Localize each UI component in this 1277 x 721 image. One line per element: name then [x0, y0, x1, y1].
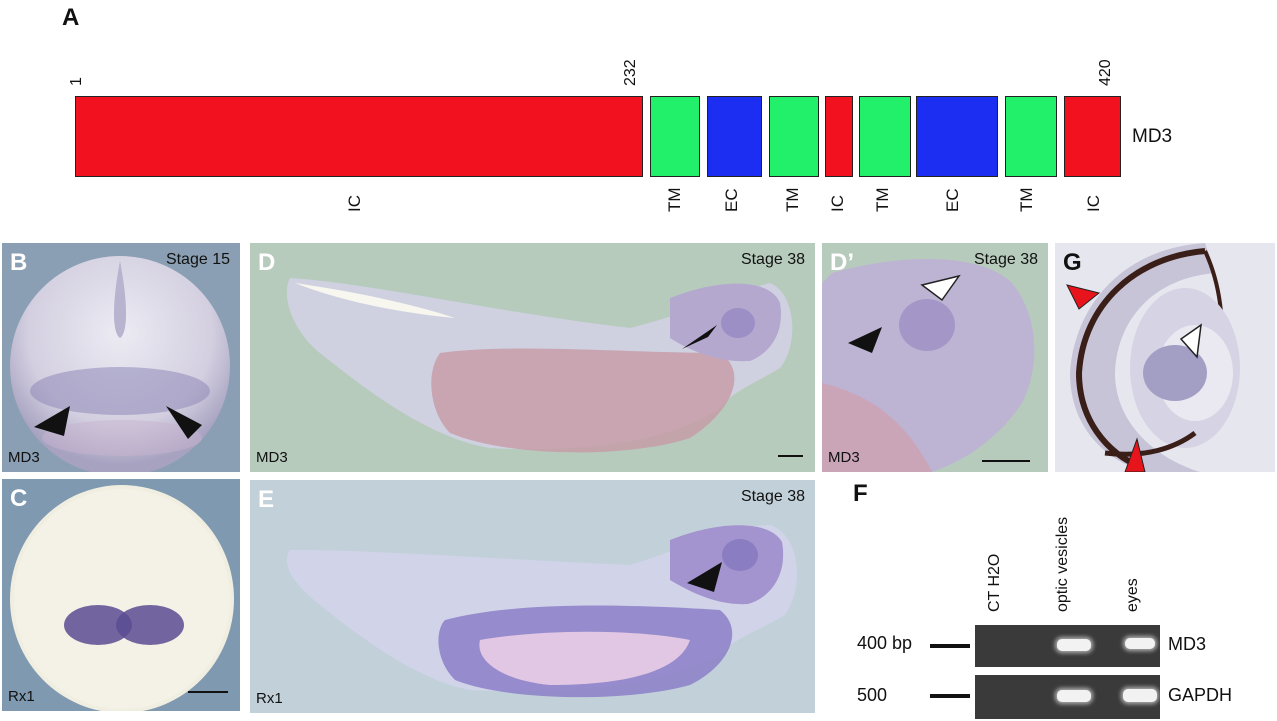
- panel-label-f: F: [853, 480, 868, 507]
- position-end: 420: [1097, 59, 1114, 86]
- gene-label-gapdh: GAPDH: [1168, 685, 1233, 705]
- arrowhead-red-top: [1066, 284, 1101, 310]
- band-gapdh-eyes: [1123, 689, 1157, 702]
- panel-label-dp: D’: [830, 249, 854, 276]
- arrowhead-left: [34, 406, 70, 436]
- marker-line-400bp: [930, 644, 970, 648]
- scale-bar-c: [188, 691, 228, 693]
- tadpole-d-illustration: [286, 278, 793, 453]
- embryo-image-c: C Rx1: [2, 479, 240, 711]
- stage-label-b: Stage 15: [165, 251, 230, 268]
- stage-label-dp: Stage 38: [973, 251, 1038, 268]
- panel-label-e: E: [258, 486, 275, 513]
- domain-segment-tm: [859, 96, 911, 177]
- domain-label-tm: TM: [1017, 187, 1036, 212]
- arrowhead-white-dp: [920, 274, 961, 302]
- tadpole-e-illustration: [286, 525, 797, 698]
- domain-label-ic: IC: [828, 195, 847, 212]
- gene-label-e: Rx1: [256, 690, 283, 707]
- panel-label-c: C: [10, 485, 28, 512]
- stage-label-d: Stage 38: [740, 251, 805, 268]
- gene-label-md3: MD3: [1168, 634, 1207, 654]
- scale-bar-d: [778, 455, 803, 457]
- arrowhead-black-dp: [848, 327, 882, 353]
- tadpole-head-illustration: [822, 259, 1035, 472]
- gene-label-d: MD3: [256, 449, 288, 466]
- domain-label-tm: TM: [783, 187, 802, 212]
- domain-segment-tm: [1005, 96, 1057, 177]
- tadpole-image-d: D Stage 38 MD3: [250, 243, 815, 472]
- position-232: 232: [622, 59, 639, 86]
- panel-label-g: G: [1063, 249, 1082, 276]
- band-gapdh-optic-vesicles: [1057, 690, 1091, 702]
- domain-label-ic: IC: [1084, 195, 1103, 212]
- embryo-b-illustration: [10, 256, 230, 472]
- embryo-c-illustration: [10, 485, 234, 711]
- tadpole-head-image-dp: D’ Stage 38 MD3: [822, 243, 1048, 472]
- domain-segment-ic: [1064, 96, 1121, 177]
- domain-label-ec: EC: [943, 188, 962, 212]
- band-md3-eyes: [1125, 638, 1155, 649]
- panel-label-a: A: [62, 4, 80, 31]
- gel-row-gapdh: [975, 675, 1160, 719]
- arrowhead-red-bottom: [1124, 437, 1146, 472]
- marker-line-500: [930, 694, 970, 698]
- domain-segment-tm: [650, 96, 700, 177]
- protein-label: MD3: [1132, 126, 1173, 147]
- retina-section-illustration: [1066, 243, 1240, 472]
- panel-label-d: D: [258, 249, 276, 276]
- lane-label-ct-h2o: CT H2O: [986, 553, 1003, 612]
- domain-segment-ec: [916, 96, 998, 177]
- marker-label-400bp: 400 bp: [857, 633, 913, 653]
- domain-label-tm: TM: [873, 187, 892, 212]
- scale-bar-dp: [982, 460, 1030, 462]
- domain-segment-ic: [75, 96, 643, 177]
- domain-segment-ec: [707, 96, 762, 177]
- arrowhead-white-g: [1179, 323, 1202, 359]
- panel-label-b: B: [10, 249, 28, 276]
- domain-segment-ic: [825, 96, 853, 177]
- gel-row-md3: [975, 625, 1160, 667]
- tadpole-image-e: E Stage 38 Rx1: [250, 480, 815, 713]
- lane-label-eyes: eyes: [1124, 578, 1141, 612]
- marker-label-500: 500: [857, 685, 888, 705]
- arrowhead-eye-e: [687, 562, 722, 592]
- gene-label-c: Rx1: [8, 688, 35, 705]
- lane-label-optic-vesicles: optic vesicles: [1054, 516, 1071, 612]
- domain-segment-tm: [769, 96, 819, 177]
- gene-label-dp: MD3: [828, 449, 860, 466]
- arrowhead-eye: [682, 325, 717, 349]
- stage-label-e: Stage 38: [740, 488, 805, 505]
- embryo-image-b: B Stage 15 MD3: [2, 243, 240, 472]
- gene-label-b: MD3: [8, 449, 40, 466]
- domain-label-ic: IC: [345, 195, 364, 212]
- domain-label-ec: EC: [722, 188, 741, 212]
- arrowhead-right: [166, 406, 202, 439]
- position-start: 1: [68, 77, 85, 86]
- band-md3-optic-vesicles: [1057, 639, 1091, 651]
- domain-label-tm: TM: [665, 187, 684, 212]
- retina-section-image-g: G: [1055, 243, 1275, 472]
